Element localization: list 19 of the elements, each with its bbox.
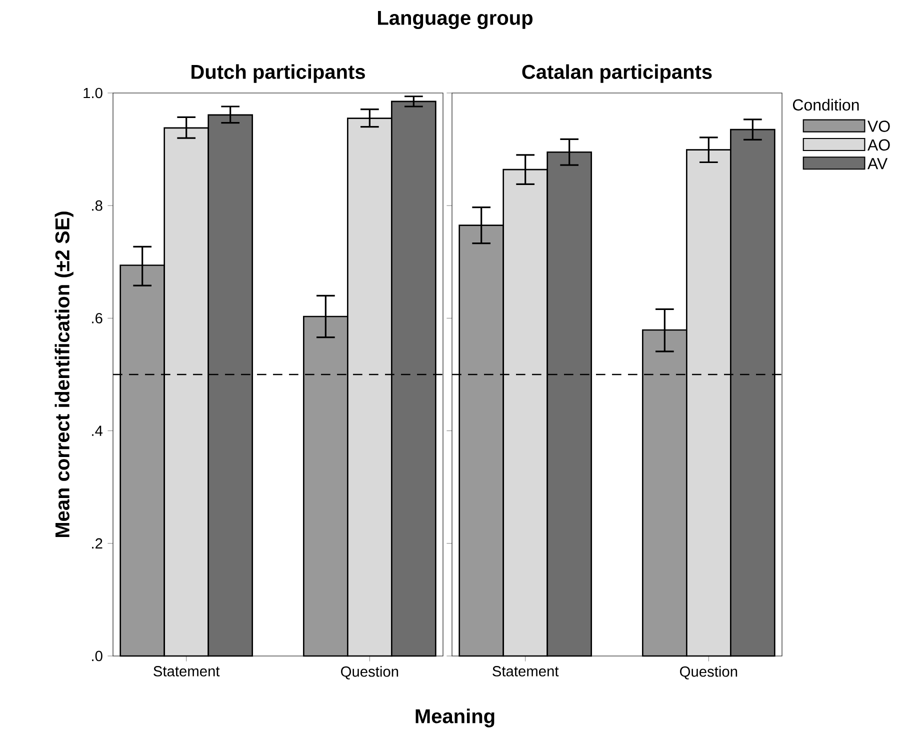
y-tick-label: .6 [92,313,102,324]
chart-title: Catalan participants [522,64,712,83]
y-tick-label: .0 [92,650,102,662]
x-tick-label: Statement [492,666,559,676]
legend-label: AO [867,139,890,151]
x-tick-label: Question [341,666,398,680]
y-tick-label: .2 [92,538,102,549]
x-tick-label: Question [680,666,738,680]
legend-title: Condition [792,98,859,111]
text: Language group [378,10,533,29]
y-tick-label: .8 [92,200,102,211]
legend-label: VO [868,120,890,132]
y-tick-label: 1.0 [84,88,102,98]
x-tick-label: Statement [154,666,220,676]
x-axis-title: Meaning [416,708,494,728]
legend-label: AV [867,158,888,170]
y-tick-label: .4 [92,426,103,436]
chart-title: Dutch participants [192,64,365,83]
y-axis-title: Mean correct identification (±2 SE) [54,212,74,537]
